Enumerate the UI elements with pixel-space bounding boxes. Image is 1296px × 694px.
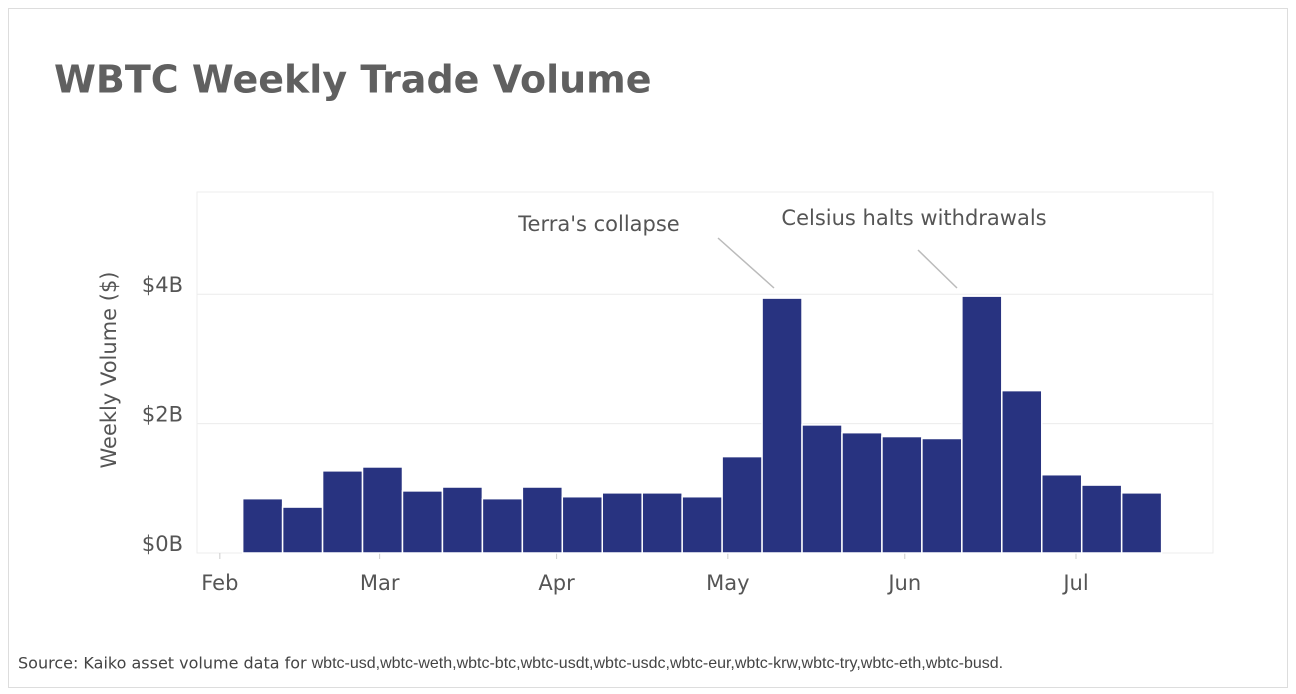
y-tick-label: $4B [142,273,183,297]
annotation: Terra's collapse [517,212,679,236]
bar [721,455,763,554]
chart-title: WBTC Weekly Trade Volume [54,58,652,102]
bar [401,490,444,554]
bar [321,470,364,554]
x-tick-label: Feb [201,571,238,595]
bar [1120,492,1163,554]
annotation: Celsius halts withdrawals [781,206,1046,230]
bar [281,506,324,554]
y-tick-label: $2B [142,403,183,427]
source-label: Source: Kaiko asset volume data for [18,654,307,673]
bar [681,495,723,554]
annotation-line [917,249,958,289]
bar [601,492,643,554]
frame [8,8,1288,688]
source-pairs: wbtc-usd,wbtc-weth,wbtc-btc,wbtc-usdt,wb… [311,655,1003,672]
bar [801,424,843,554]
bar [481,497,524,554]
bar [361,466,404,554]
annotation-line [717,237,775,289]
bar [1080,484,1123,554]
bar [881,435,923,554]
x-tick-label: Apr [538,571,575,595]
bar [441,486,484,554]
x-tick-label: Jul [1061,571,1088,595]
bar [241,497,284,554]
x-tick-label: Mar [360,571,400,595]
bar [521,486,564,554]
bar [961,295,1003,554]
bar [761,297,803,554]
bar [641,492,683,554]
x-tick-label: May [706,571,749,595]
bar [1041,473,1083,554]
bar [841,431,883,554]
y-axis-label: Weekly Volume ($) [97,272,121,469]
bar [1001,389,1043,554]
x-tick-label: Jun [886,571,921,595]
y-tick-label: $0B [142,532,183,556]
bar [921,437,963,554]
bar [561,495,604,554]
